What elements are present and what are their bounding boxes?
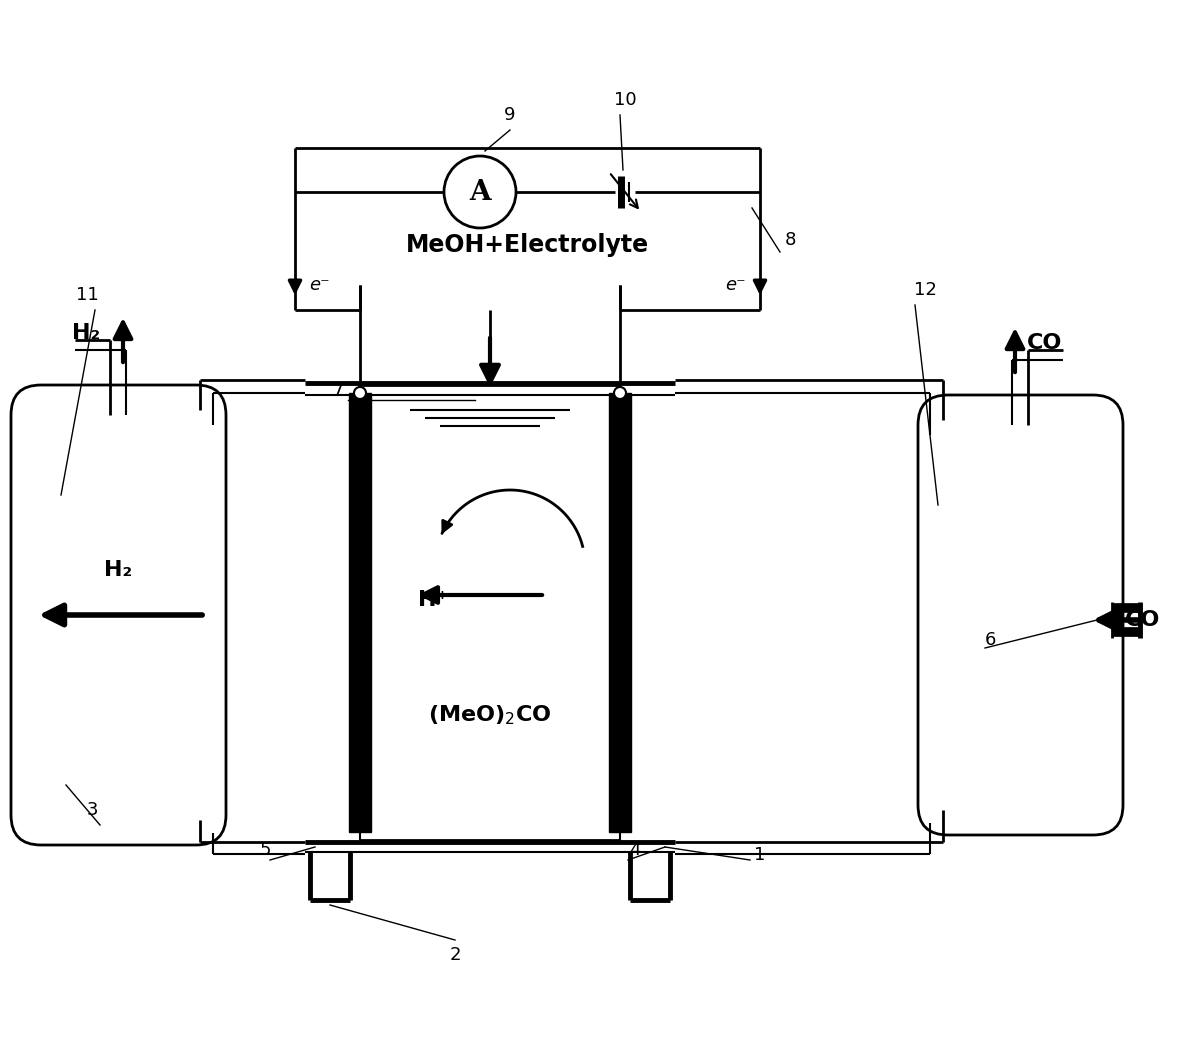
Bar — [349, 393, 371, 832]
Text: 9: 9 — [504, 106, 516, 124]
Text: 10: 10 — [614, 91, 636, 109]
Bar — [609, 393, 631, 832]
Text: 11: 11 — [76, 286, 98, 304]
Bar — [360, 385, 620, 840]
Text: 5: 5 — [260, 840, 270, 859]
FancyBboxPatch shape — [918, 395, 1123, 835]
Text: (MeO)$_2$CO: (MeO)$_2$CO — [428, 703, 552, 727]
Text: 6: 6 — [984, 631, 996, 649]
Text: 8: 8 — [785, 231, 795, 249]
Circle shape — [444, 156, 516, 228]
Text: 4: 4 — [629, 840, 641, 859]
Text: H₂: H₂ — [104, 560, 132, 580]
Text: 7: 7 — [333, 381, 343, 399]
Text: CO: CO — [1028, 333, 1063, 353]
Text: H₂: H₂ — [72, 323, 100, 343]
Text: 12: 12 — [913, 281, 937, 299]
Circle shape — [354, 387, 366, 399]
Text: CO: CO — [1125, 610, 1160, 630]
Text: e⁻: e⁻ — [726, 276, 746, 294]
Text: MeOH+Electrolyte: MeOH+Electrolyte — [406, 233, 649, 257]
Text: H⁺: H⁺ — [418, 590, 448, 610]
Text: 3: 3 — [86, 801, 98, 818]
FancyBboxPatch shape — [11, 385, 227, 845]
Text: e⁻: e⁻ — [309, 276, 329, 294]
Circle shape — [614, 387, 627, 399]
Text: 2: 2 — [450, 946, 460, 964]
Text: A: A — [470, 178, 491, 205]
Text: 1: 1 — [754, 846, 766, 864]
